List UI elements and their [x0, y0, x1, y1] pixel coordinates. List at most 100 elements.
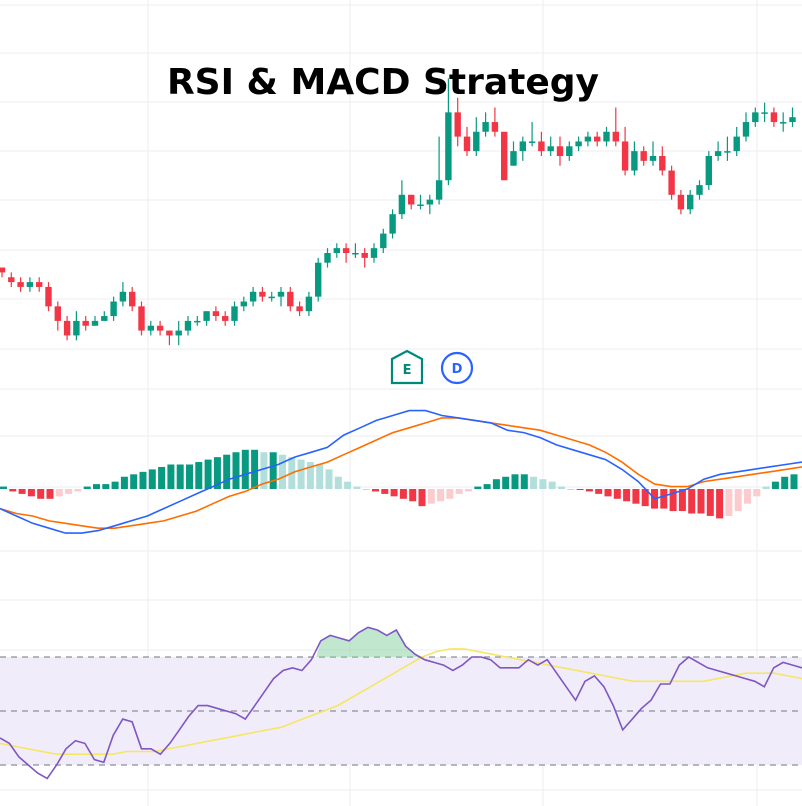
candle-body — [45, 286, 52, 307]
macd-panel — [0, 409, 802, 534]
candle-body — [733, 136, 740, 152]
macd-histogram-bar — [74, 489, 82, 492]
candle-body — [129, 291, 136, 307]
dividend-marker[interactable]: D — [440, 351, 474, 385]
candle-body — [184, 320, 192, 331]
macd-histogram-bar — [753, 489, 761, 497]
macd-histogram-bar — [232, 452, 240, 489]
candle-body — [194, 320, 201, 323]
macd-line — [0, 409, 802, 534]
macd-histogram-bar — [18, 489, 26, 494]
macd-histogram-bar — [548, 481, 556, 489]
macd-histogram-bar — [93, 484, 100, 489]
macd-histogram-bar — [186, 464, 193, 489]
candle-body — [677, 194, 685, 210]
candle-body — [742, 122, 750, 137]
candle-body — [566, 146, 573, 156]
macd-histogram-bar — [372, 489, 379, 492]
earnings-marker[interactable]: E — [390, 349, 424, 385]
candle-body — [473, 131, 480, 152]
candle-body — [482, 122, 489, 132]
macd-histogram-bar — [204, 459, 212, 489]
candle-body — [426, 199, 433, 205]
macd-histogram-bar — [558, 486, 565, 489]
chart-title: RSI & MACD Strategy — [167, 62, 599, 103]
rsi-line — [0, 626, 802, 780]
macd-histogram-bar — [474, 486, 482, 489]
candle-body — [780, 122, 787, 124]
candle-body — [389, 214, 396, 234]
macd-histogram-bar — [130, 474, 138, 489]
macd-histogram-bar — [744, 489, 751, 504]
candle-body — [54, 306, 61, 321]
candle-body — [277, 291, 285, 297]
candle-body — [240, 301, 247, 307]
candle-body — [36, 282, 43, 287]
macd-histogram-bar — [678, 489, 686, 512]
candle-body — [63, 320, 71, 336]
candle-body — [333, 248, 340, 253]
macd-histogram-bar — [455, 489, 463, 494]
macd-histogram-bar — [641, 489, 649, 507]
candle-body — [203, 311, 210, 321]
candle-body — [668, 170, 675, 195]
candle-body — [8, 277, 15, 283]
macd-histogram-bar — [260, 452, 268, 489]
macd-histogram-bar — [613, 489, 621, 499]
macd-histogram-bar — [409, 489, 417, 502]
event-markers: E D — [390, 349, 474, 385]
earnings-marker-label: E — [403, 363, 412, 378]
macd-histogram-bar — [632, 489, 640, 504]
candle-body — [110, 301, 117, 317]
macd-histogram-bar — [623, 489, 631, 502]
rsi-moving-average — [0, 648, 802, 756]
macd-histogram-bar — [334, 476, 342, 489]
macd-histogram-bar — [46, 489, 54, 499]
macd-histogram-bar — [502, 476, 510, 489]
macd-histogram-bar — [734, 489, 742, 512]
candle-body — [0, 267, 6, 273]
candle-body — [166, 330, 173, 336]
macd-histogram-bar — [725, 489, 733, 516]
candle-body — [621, 141, 629, 171]
macd-histogram-bar — [83, 486, 91, 489]
macd-histogram-bar — [437, 489, 445, 502]
candle-body — [342, 248, 350, 253]
candle-body — [231, 306, 238, 321]
macd-histogram-bar — [120, 476, 128, 489]
candle-body — [454, 112, 461, 137]
candle-body — [222, 316, 229, 321]
macd-histogram-bar — [567, 489, 575, 490]
macd-histogram-bar — [27, 489, 35, 497]
rsi-overbought-fill — [316, 627, 420, 657]
macd-histogram-bar — [195, 462, 203, 489]
macd-histogram-bar — [362, 489, 370, 490]
macd-histogram-bar — [241, 449, 249, 489]
macd-histogram-bar — [344, 481, 352, 489]
macd-histogram-bar — [688, 489, 696, 514]
macd-histogram-bar — [251, 449, 259, 489]
macd-histogram-bar — [762, 486, 770, 489]
macd-histogram-bar — [158, 466, 166, 489]
candle-body — [510, 151, 517, 166]
macd-histogram-bar — [65, 489, 73, 494]
candle-body — [714, 151, 722, 156]
macd-histogram-bar — [669, 489, 677, 512]
macd-histogram-bar — [446, 489, 454, 499]
macd-histogram-bar — [139, 471, 147, 489]
candle-body — [417, 204, 424, 206]
candle-body — [212, 311, 220, 317]
candle-body — [249, 291, 257, 302]
candle-body — [556, 146, 564, 156]
candle-body — [659, 156, 666, 171]
candle-body — [575, 141, 582, 147]
candle-body — [287, 291, 294, 307]
candle-body — [687, 194, 694, 210]
macd-histogram-bar — [167, 464, 175, 489]
macd-histogram-bar — [297, 459, 305, 489]
candle-body — [594, 136, 601, 142]
candle-body — [380, 233, 387, 249]
dividend-marker-label: D — [452, 362, 463, 377]
macd-histogram-bar — [223, 454, 231, 489]
